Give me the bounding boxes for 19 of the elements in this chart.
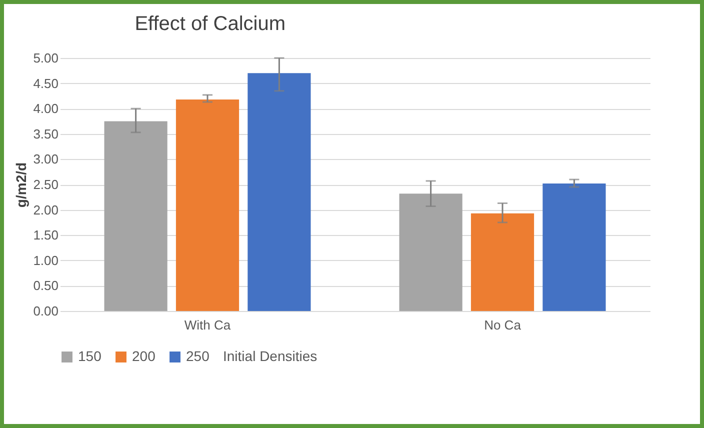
legend-title: Initial Densities [223,348,318,364]
y-tick-label: 0.00 [33,304,58,318]
y-tick-label: 5.00 [33,50,58,66]
y-tick-label: 1.50 [33,228,58,243]
y-tick-label: 3.00 [33,152,58,167]
y-tick-label: 2.50 [33,177,58,192]
y-tick-label: 0.50 [33,278,58,294]
legend-label: 250 [186,348,210,364]
y-tick-label: 4.50 [33,76,58,91]
legend-label: 150 [78,348,102,364]
chart-title: Effect of Calcium [134,13,286,35]
x-tick-label: With Ca [184,318,232,332]
legend-label: 200 [132,348,156,364]
x-tick-label: No Ca [484,318,522,332]
y-axis-title: g/m2/d [13,162,30,208]
y-tick-label: 1.00 [33,252,58,268]
y-tick-label: 4.00 [33,101,58,116]
y-tick-label: 2.00 [33,202,58,218]
y-tick-label: 3.50 [33,126,58,142]
